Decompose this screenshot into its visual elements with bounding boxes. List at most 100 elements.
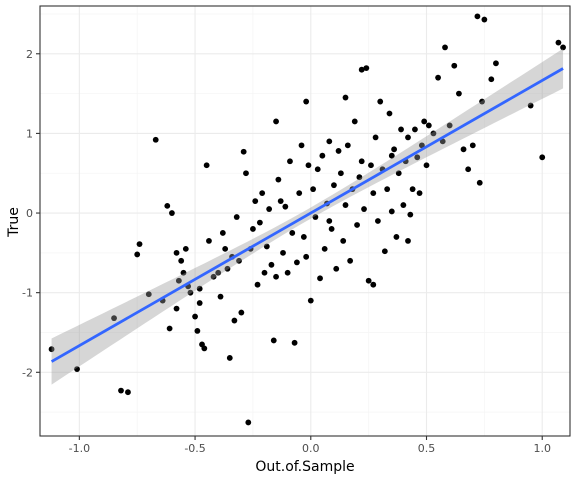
data-point	[145, 291, 152, 298]
data-point	[356, 174, 363, 181]
data-point	[196, 285, 203, 292]
data-point	[416, 190, 423, 197]
data-point	[321, 245, 328, 252]
data-point	[493, 60, 499, 67]
x-axis-title: Out.of.Sample	[255, 459, 354, 475]
data-point	[326, 138, 333, 145]
data-point	[476, 179, 483, 186]
data-point	[388, 208, 395, 215]
data-point	[259, 190, 266, 197]
data-point	[175, 277, 182, 284]
data-point	[263, 243, 270, 250]
data-point	[291, 339, 298, 346]
data-point	[118, 387, 124, 394]
regression-line	[50, 67, 564, 363]
data-point	[370, 281, 377, 288]
y-tick-label: 0	[26, 207, 33, 220]
data-point	[236, 257, 242, 264]
data-point	[173, 305, 180, 312]
x-tick-label: -1.0	[69, 442, 90, 455]
data-point	[166, 325, 173, 332]
data-point	[74, 366, 80, 373]
data-point	[254, 281, 261, 288]
x-tick-label: 0.0	[302, 442, 320, 455]
data-point	[273, 273, 279, 280]
data-point	[226, 355, 233, 361]
data-point	[182, 245, 189, 252]
data-point	[210, 273, 217, 280]
data-point	[388, 152, 395, 159]
data-point	[224, 265, 231, 272]
data-point	[215, 269, 222, 276]
data-point	[180, 269, 187, 276]
y-tick-label: 1	[26, 127, 33, 140]
data-point	[164, 202, 171, 209]
data-point	[395, 170, 402, 177]
data-point	[414, 154, 421, 161]
data-point	[391, 146, 397, 153]
data-point	[256, 219, 263, 226]
data-point	[488, 76, 495, 83]
data-point	[365, 277, 372, 284]
data-point	[460, 146, 467, 153]
y-tick-label: -1	[22, 287, 33, 300]
data-point	[375, 218, 381, 224]
data-point	[328, 226, 335, 232]
data-point	[372, 134, 379, 141]
data-point	[331, 182, 337, 189]
data-point	[219, 230, 226, 236]
data-point	[451, 62, 458, 69]
data-point	[134, 251, 141, 258]
data-point	[240, 148, 247, 155]
data-point	[421, 118, 428, 125]
data-point	[312, 214, 319, 220]
data-point	[527, 102, 534, 109]
data-point	[456, 90, 462, 97]
data-point	[275, 176, 282, 183]
data-point	[261, 269, 268, 276]
data-point	[539, 154, 546, 161]
data-point	[287, 158, 293, 165]
data-point	[280, 249, 286, 256]
data-point	[418, 142, 425, 149]
data-point	[368, 162, 374, 169]
data-point	[442, 44, 448, 51]
data-point	[187, 289, 194, 296]
data-point	[273, 118, 279, 125]
data-point	[335, 148, 342, 154]
data-point	[465, 166, 472, 173]
data-point	[435, 74, 441, 81]
data-point	[217, 293, 224, 300]
data-point	[347, 257, 354, 264]
data-point	[192, 313, 198, 320]
data-point	[555, 39, 562, 46]
data-point	[407, 211, 414, 218]
data-point	[469, 142, 476, 149]
data-point	[377, 98, 384, 105]
data-point	[231, 317, 238, 324]
data-point	[479, 98, 485, 105]
x-tick-label: 0.5	[418, 442, 436, 455]
data-point	[243, 170, 249, 177]
data-point	[337, 170, 344, 177]
x-tick-label: 1.0	[533, 442, 551, 455]
data-point	[194, 327, 201, 334]
data-point	[398, 126, 404, 133]
data-point	[152, 136, 159, 143]
plot-panel	[39, 5, 571, 437]
data-point	[48, 346, 55, 353]
data-point	[439, 138, 446, 145]
data-point	[481, 16, 488, 23]
data-point	[351, 118, 358, 125]
data-point	[294, 259, 300, 266]
data-point	[446, 122, 453, 129]
data-point	[268, 261, 275, 268]
x-tick-label: -0.5	[184, 442, 205, 455]
data-point	[354, 222, 360, 228]
data-point	[342, 202, 349, 208]
data-point	[333, 265, 340, 272]
data-point	[136, 241, 143, 247]
data-point	[474, 13, 481, 20]
data-point	[125, 389, 131, 396]
